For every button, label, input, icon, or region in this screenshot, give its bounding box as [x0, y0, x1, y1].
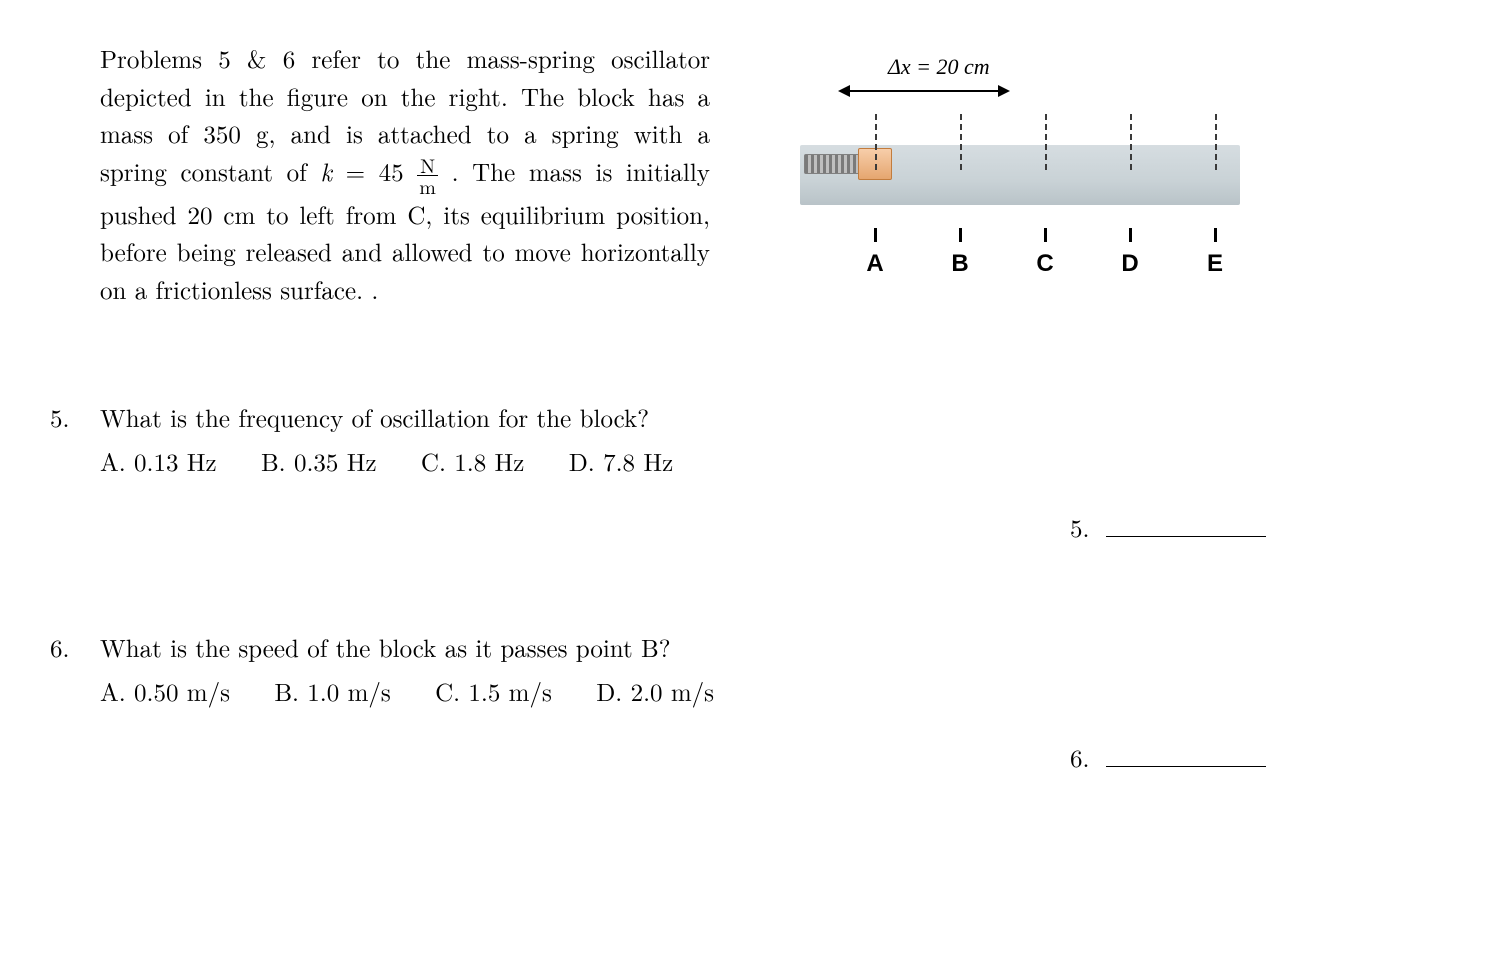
- dash-c: [1045, 114, 1047, 170]
- tick-d: [1129, 228, 1132, 242]
- q5-choice-b: B. 0.35 Hz: [261, 444, 377, 479]
- q6-answer-slot: 6.: [1070, 740, 1266, 775]
- intro-frac-den: m: [417, 176, 438, 196]
- delta-x-label: Δx = 20 cm: [888, 54, 990, 80]
- tick-label-c: C: [1035, 250, 1055, 278]
- q6-answer-label: 6.: [1070, 740, 1089, 775]
- spring-icon: [804, 154, 860, 174]
- delta-x-arrow: [840, 90, 1008, 92]
- q5-text: What is the frequency of oscillation for…: [100, 400, 649, 435]
- tick-c: [1044, 228, 1047, 242]
- tick-a: [874, 228, 877, 242]
- dash-d: [1130, 114, 1132, 170]
- q5-choice-a: A. 0.13 Hz: [100, 444, 217, 479]
- q5-number: 5.: [50, 400, 69, 435]
- intro-paragraph: Problems 5 & 6 refer to the mass-spring …: [100, 40, 710, 308]
- q5-answer-slot: 5.: [1070, 510, 1266, 545]
- tick-label-b: B: [950, 250, 970, 278]
- q5-answer-line[interactable]: [1106, 536, 1266, 537]
- q5-answer-label: 5.: [1070, 510, 1089, 545]
- tick-label-e: E: [1205, 250, 1225, 278]
- q6-text: What is the speed of the block as it pas…: [100, 630, 671, 665]
- intro-k-var: k: [320, 154, 332, 189]
- q6-number: 6.: [50, 630, 69, 665]
- dash-b: [960, 114, 962, 170]
- q6-answer-line[interactable]: [1106, 766, 1266, 767]
- q5-choice-d: D. 7.8 Hz: [569, 444, 674, 479]
- q6-choice-c: C. 1.5 m/s: [435, 674, 552, 709]
- oscillator-figure: Δx = 20 cm A B C D E: [800, 40, 1240, 300]
- q5-choice-c: C. 1.8 Hz: [421, 444, 524, 479]
- q6-choice-b: B. 1.0 m/s: [274, 674, 390, 709]
- dash-a: [875, 114, 877, 170]
- tick-label-d: D: [1120, 250, 1140, 278]
- tick-e: [1214, 228, 1217, 242]
- q6-choice-a: A. 0.50 m/s: [100, 674, 230, 709]
- tick-label-a: A: [865, 250, 885, 278]
- q6-choices: A. 0.50 m/s B. 1.0 m/s C. 1.5 m/s D. 2.0…: [100, 674, 750, 709]
- tick-b: [959, 228, 962, 242]
- dash-e: [1215, 114, 1217, 170]
- page: Problems 5 & 6 refer to the mass-spring …: [0, 0, 1486, 958]
- intro-equals: = 45: [332, 154, 417, 189]
- q5-choices: A. 0.13 Hz B. 0.35 Hz C. 1.8 Hz D. 7.8 H…: [100, 444, 709, 479]
- intro-fraction: Nm: [417, 155, 438, 196]
- q6-choice-d: D. 2.0 m/s: [596, 674, 714, 709]
